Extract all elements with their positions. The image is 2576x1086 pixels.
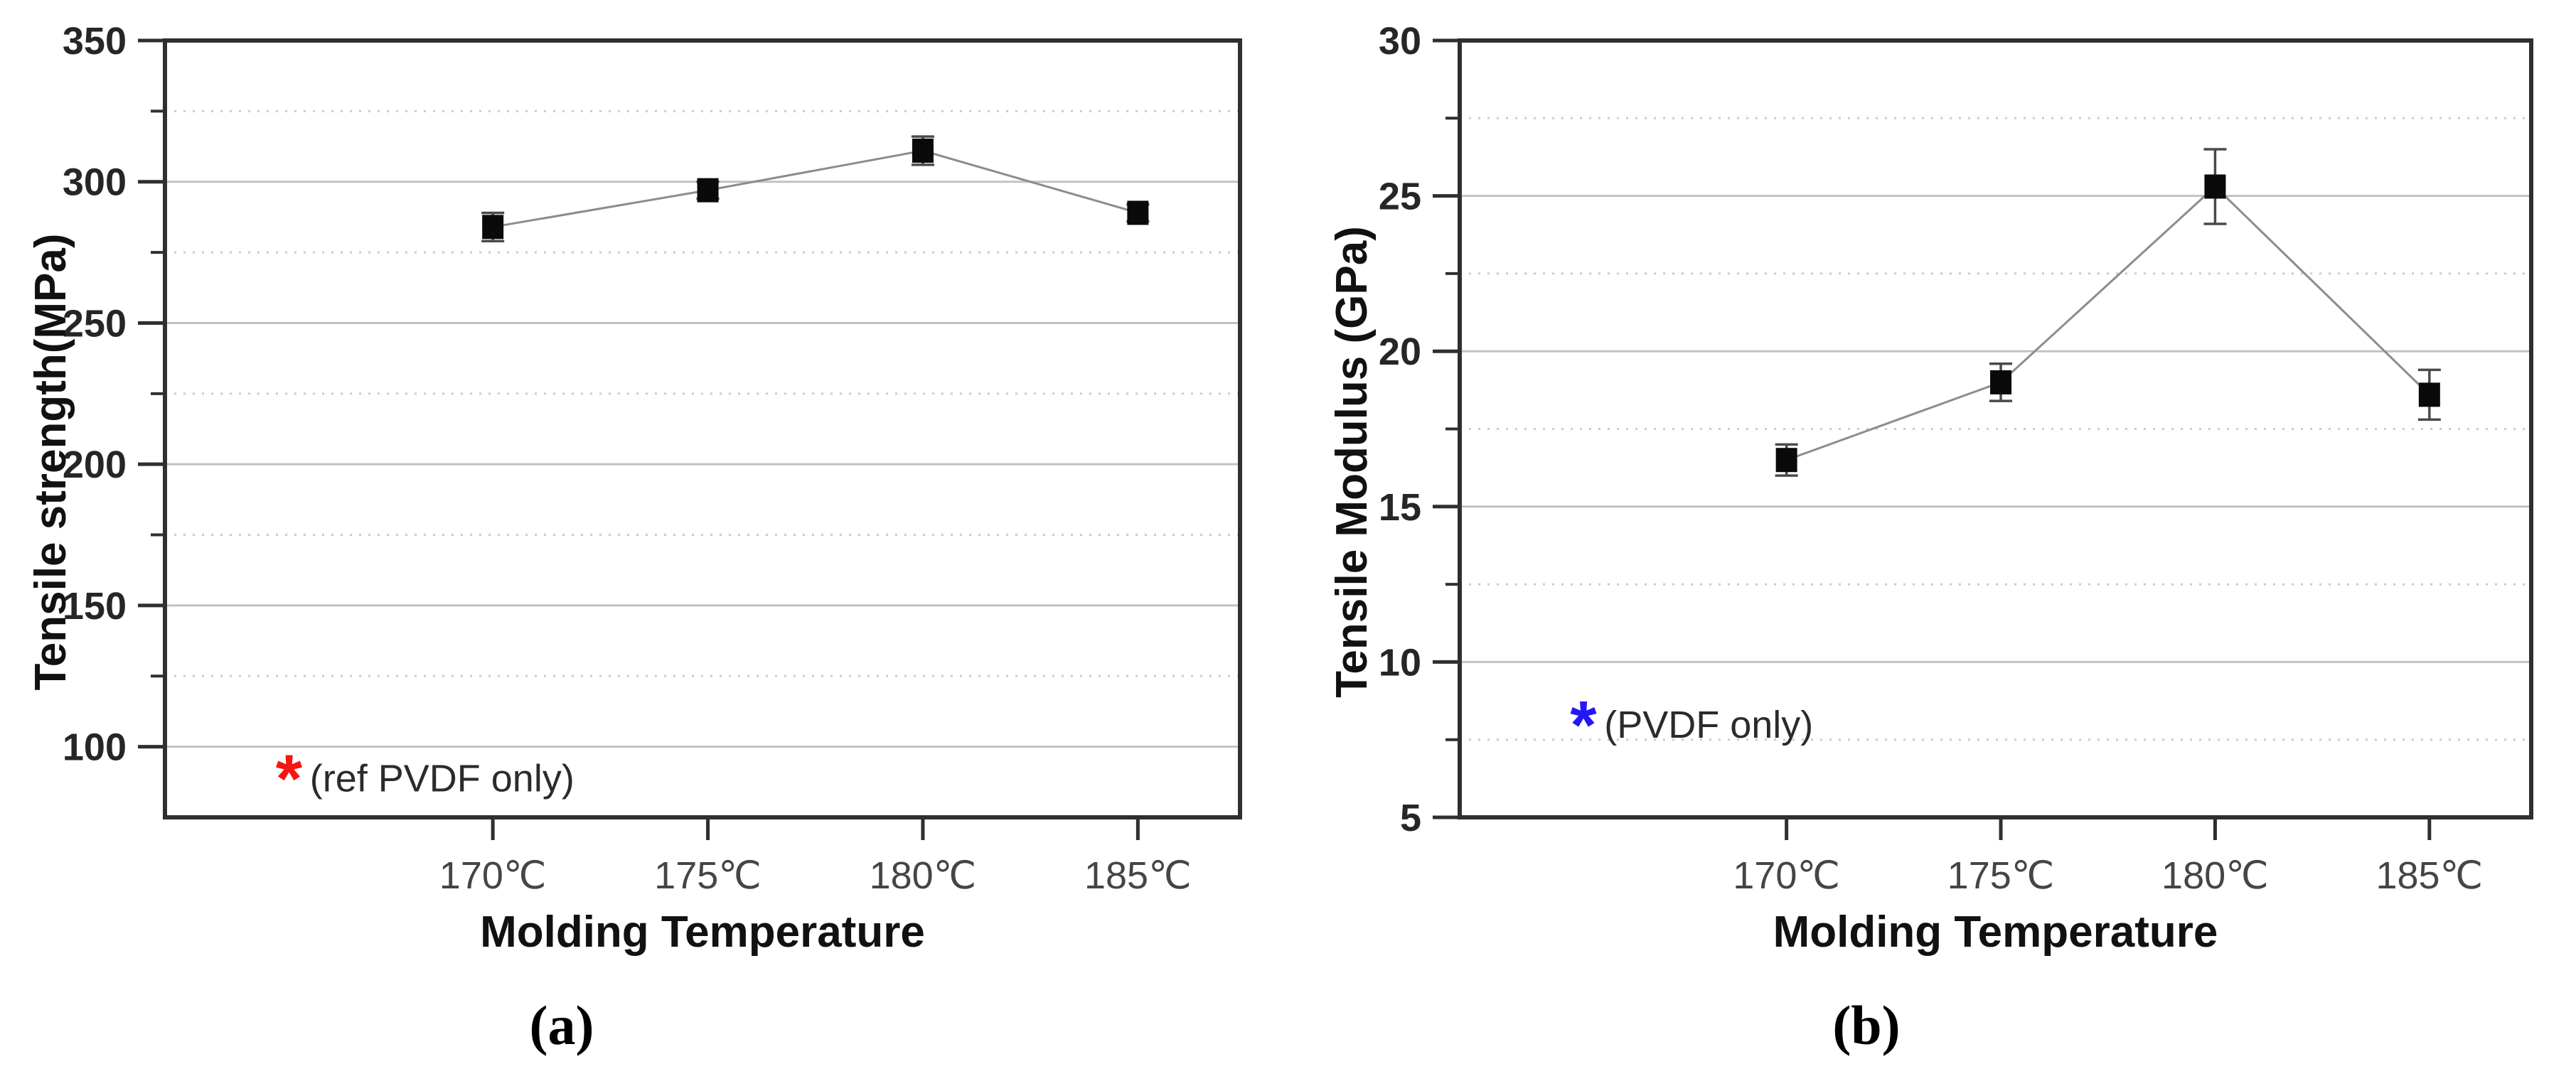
y-tick-label: 15 <box>1379 486 1421 529</box>
y-tick-label: 300 <box>63 161 127 204</box>
x-axis-title: Molding Temperature <box>1773 908 2218 957</box>
data-point-marker <box>912 139 934 163</box>
data-point-marker <box>1775 448 1797 473</box>
data-point-marker <box>1127 200 1149 225</box>
chart-b: 5 10 15 20 25 30 170℃ 175℃ 180℃ 185℃ Molding Tempe… <box>1327 20 2533 957</box>
y-tick-label: 10 <box>1379 641 1421 684</box>
y-tick-label: 5 <box>1400 797 1421 839</box>
x-tick-label: 175℃ <box>1947 854 2055 897</box>
y-axis-title: Tensile Modulus (GPa) <box>1327 226 1377 698</box>
x-tick-label: 180℃ <box>2161 854 2269 897</box>
x-axis-title: Molding Temperature <box>480 908 925 957</box>
plot-border <box>163 38 1242 819</box>
annotation-star: * <box>1570 687 1597 763</box>
data-point-marker <box>697 178 719 203</box>
x-tick-label: 175℃ <box>654 854 761 897</box>
x-tick-label: 170℃ <box>439 854 547 897</box>
chart-b-sublabel: (b) <box>1832 994 1901 1056</box>
y-tick-label: 30 <box>1379 20 1421 63</box>
data-point-marker <box>2204 174 2226 199</box>
annotation-label: (PVDF only) <box>1604 704 1813 746</box>
annotation-star: * <box>276 741 303 817</box>
y-tick-label: 100 <box>63 726 127 769</box>
x-tick-label: 185℃ <box>1084 854 1192 897</box>
y-axis-title: Tensile strength(MPa) <box>26 233 75 690</box>
y-tick-label: 150 <box>63 585 127 628</box>
data-point-marker <box>482 215 504 240</box>
chart-a: 100 150 200 250 300 350 170℃ 175℃ 180℃ 185℃ Moldin… <box>26 20 1242 957</box>
data-point-marker <box>2418 382 2440 407</box>
data-line <box>492 149 1138 228</box>
x-tick-label: 185℃ <box>2375 854 2483 897</box>
y-tick-label: 20 <box>1379 330 1421 373</box>
x-tick-label: 180℃ <box>870 854 977 897</box>
y-tick-label: 25 <box>1379 176 1421 218</box>
data-point-marker <box>1990 370 2012 394</box>
plot-border <box>1458 38 2533 819</box>
y-tick-label: 350 <box>63 20 127 63</box>
y-tick-label: 250 <box>63 302 127 345</box>
chart-a-sublabel: (a) <box>529 994 594 1056</box>
y-tick-label: 200 <box>63 443 127 486</box>
data-line <box>1786 185 2430 461</box>
x-tick-label: 170℃ <box>1733 854 1840 897</box>
annotation-label: (ref PVDF only) <box>310 757 574 800</box>
